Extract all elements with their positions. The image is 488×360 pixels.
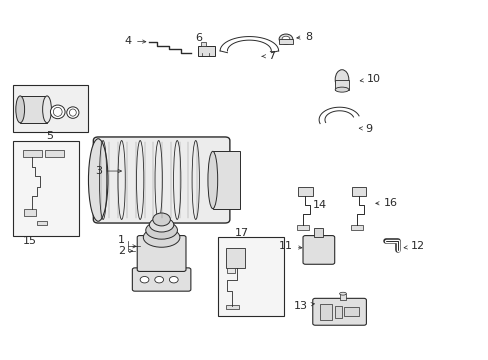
Ellipse shape	[16, 96, 24, 123]
Ellipse shape	[50, 105, 65, 119]
Ellipse shape	[145, 221, 177, 239]
Bar	[344, 307, 358, 316]
Ellipse shape	[334, 70, 348, 89]
Bar	[198, 45, 215, 56]
Bar	[298, 187, 312, 196]
Bar	[217, 237, 283, 316]
FancyBboxPatch shape	[137, 235, 185, 271]
FancyBboxPatch shape	[312, 298, 366, 325]
FancyBboxPatch shape	[132, 268, 190, 291]
Ellipse shape	[143, 228, 180, 247]
Bar	[225, 305, 238, 309]
Bar	[334, 306, 341, 318]
Circle shape	[155, 276, 163, 283]
Ellipse shape	[279, 34, 292, 44]
Circle shape	[169, 276, 178, 283]
Bar	[37, 221, 47, 225]
FancyBboxPatch shape	[303, 235, 334, 264]
Bar	[13, 140, 79, 235]
Ellipse shape	[207, 151, 217, 209]
Bar	[339, 294, 346, 300]
Ellipse shape	[69, 109, 76, 116]
Bar	[279, 39, 292, 44]
Bar	[313, 228, 323, 237]
Text: 5: 5	[46, 131, 53, 141]
Text: 1: 1	[118, 235, 125, 245]
Bar	[320, 304, 331, 320]
Text: 2: 2	[118, 246, 125, 256]
Text: 17: 17	[235, 228, 248, 238]
Ellipse shape	[334, 87, 348, 92]
Bar	[24, 210, 36, 216]
Bar	[297, 225, 309, 230]
Bar	[22, 149, 42, 157]
Text: 10: 10	[360, 74, 380, 84]
Text: 4: 4	[124, 36, 145, 46]
Bar	[226, 248, 244, 268]
Bar	[334, 80, 348, 90]
Bar	[350, 225, 362, 230]
Text: 16: 16	[375, 198, 397, 208]
Circle shape	[153, 213, 170, 226]
Text: 8: 8	[296, 32, 312, 41]
Ellipse shape	[88, 139, 108, 221]
Bar	[13, 85, 88, 132]
Ellipse shape	[282, 36, 289, 42]
Bar	[44, 149, 64, 157]
Bar	[351, 187, 366, 196]
Circle shape	[140, 276, 149, 283]
Text: 11: 11	[278, 241, 301, 251]
Bar	[227, 268, 234, 273]
Text: 3: 3	[95, 166, 121, 176]
Ellipse shape	[339, 292, 346, 295]
FancyBboxPatch shape	[93, 137, 229, 223]
Text: 15: 15	[23, 236, 37, 246]
Text: 7: 7	[262, 51, 274, 61]
Ellipse shape	[67, 107, 79, 118]
Text: 6: 6	[195, 33, 203, 42]
Ellipse shape	[149, 218, 173, 232]
Text: 13: 13	[293, 301, 314, 311]
Bar	[200, 42, 206, 45]
Bar	[20, 96, 47, 123]
Bar	[212, 151, 239, 209]
Ellipse shape	[42, 96, 51, 123]
Text: 9: 9	[359, 124, 372, 134]
Text: 14: 14	[312, 200, 326, 210]
Ellipse shape	[53, 107, 62, 116]
Text: 12: 12	[403, 241, 424, 251]
